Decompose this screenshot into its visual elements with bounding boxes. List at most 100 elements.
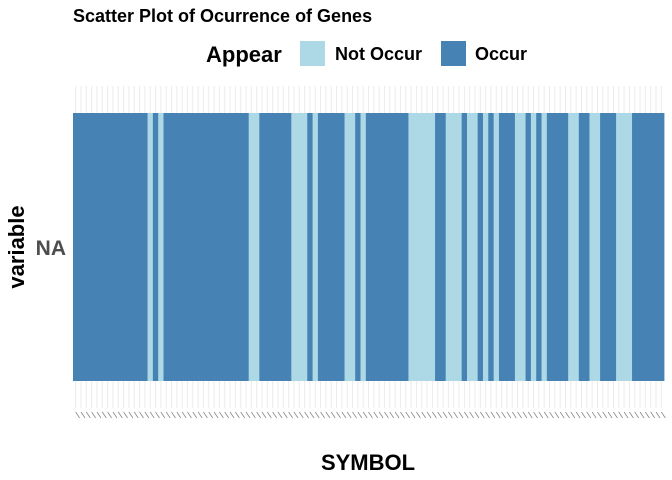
heatmap-tile (238, 113, 244, 381)
x-tick-mark (117, 411, 123, 419)
x-tick-mark (501, 411, 506, 419)
heatmap-tile (200, 113, 207, 381)
heatmap-tile (349, 113, 356, 381)
x-tick-mark (453, 411, 459, 419)
x-tick-mark (506, 411, 512, 419)
heatmap-tile (174, 113, 180, 381)
heatmap-tile (307, 113, 313, 381)
heatmap-tile (429, 113, 436, 381)
heatmap-tile (158, 113, 164, 381)
heatmap-tile (493, 113, 500, 381)
x-tick-mark (219, 411, 224, 419)
x-tick-mark (442, 411, 448, 419)
heatmap-tile (605, 113, 612, 381)
heatmap-tile (227, 113, 234, 381)
x-tick-mark (394, 411, 400, 419)
heatmap-tile (514, 113, 521, 381)
x-tick-mark (123, 411, 128, 419)
heatmap-tile (131, 113, 138, 381)
heatmap-tile (270, 113, 276, 381)
x-tick-mark (336, 411, 341, 419)
heatmap-tile (568, 113, 574, 381)
heatmap-tile (120, 113, 127, 381)
heatmap-tile (275, 113, 282, 381)
x-tick-mark (575, 411, 581, 419)
heatmap-tile (536, 113, 542, 381)
heatmap-tile (296, 113, 303, 381)
heatmap-tiles (73, 113, 665, 381)
heatmap-tile (435, 113, 441, 381)
x-tick-mark (602, 411, 608, 419)
heatmap-tile (472, 113, 479, 381)
heatmap-tile (88, 113, 95, 381)
x-tick-mark (144, 411, 150, 419)
x-tick-mark (490, 411, 496, 419)
heatmap-tile (392, 113, 399, 381)
x-tick-mark (511, 411, 517, 419)
x-tick-mark (298, 411, 304, 419)
x-tick-mark (96, 411, 102, 419)
x-tick-mark (597, 411, 602, 419)
heatmap-tile (371, 113, 377, 381)
heatmap-tile (584, 113, 590, 381)
heatmap-tile (621, 113, 628, 381)
heatmap-tile (653, 113, 660, 381)
heatmap-tile (365, 113, 372, 381)
x-tick-mark (80, 411, 86, 419)
legend-label-not-occur: Not Occur (335, 44, 422, 64)
x-tick-mark (405, 411, 411, 419)
heatmap-tile (578, 113, 585, 381)
x-tick-mark (634, 411, 640, 419)
heatmap-tile (573, 113, 580, 381)
x-tick-mark (149, 411, 155, 419)
legend-key-occur (441, 41, 466, 66)
x-tick-mark (373, 411, 379, 419)
x-tick-mark (464, 411, 469, 419)
x-tick-mark (533, 411, 538, 419)
heatmap-tile (104, 113, 111, 381)
heatmap-tile (642, 113, 649, 381)
heatmap-tile (616, 113, 622, 381)
heatmap-tile (440, 113, 447, 381)
x-tick-mark (474, 411, 480, 419)
heatmap-tile (461, 113, 468, 381)
heatmap-tile (285, 113, 292, 381)
x-tick-mark (448, 411, 453, 419)
heatmap-tile (136, 113, 143, 381)
heatmap-tile (211, 113, 218, 381)
x-tick-mark (181, 411, 187, 419)
x-tick-mark (565, 411, 570, 419)
heatmap-tile (126, 113, 132, 381)
x-tick-mark (91, 411, 96, 419)
heatmap-tile (397, 113, 404, 381)
heatmap-tile (648, 113, 654, 381)
x-tick-mark (586, 411, 592, 419)
heatmap-tile (637, 113, 644, 381)
x-tick-mark (304, 411, 309, 419)
heatmap-tile (152, 113, 159, 381)
x-tick-mark (197, 411, 203, 419)
x-axis-title: SYMBOL (321, 450, 415, 475)
heatmap-tile (243, 113, 250, 381)
x-tick-mark (458, 411, 464, 419)
x-tick-mark (240, 411, 246, 419)
x-tick-mark (272, 411, 277, 419)
x-tick-mark (160, 411, 166, 419)
x-tick-mark (570, 411, 576, 419)
heatmap-tile (504, 113, 510, 381)
x-tick-mark (437, 411, 443, 419)
x-tick-mark (251, 411, 256, 419)
legend-key-not-occur (300, 41, 325, 66)
heatmap-tile (259, 113, 266, 381)
x-tick-mark (112, 411, 118, 419)
x-tick-mark (591, 411, 597, 419)
x-tick-mark (426, 411, 432, 419)
x-tick-mark (389, 411, 395, 419)
heatmap-tile (190, 113, 196, 381)
x-tick-mark (623, 411, 629, 419)
x-tick-mark (581, 411, 586, 419)
heatmap-tile (73, 113, 79, 381)
heatmap-tile (142, 113, 148, 381)
x-tick-mark (629, 411, 634, 419)
x-tick-mark (517, 411, 522, 419)
